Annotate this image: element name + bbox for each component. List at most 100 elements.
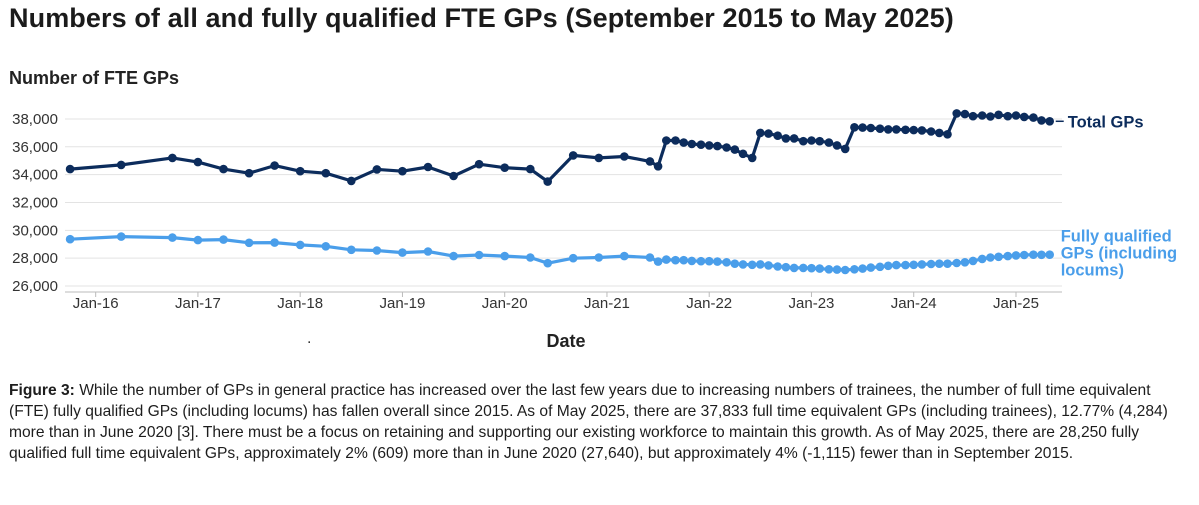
total-gps-point — [960, 109, 970, 119]
total-gps-point — [116, 160, 126, 170]
fully-qualified-gps-point — [892, 260, 901, 270]
fully-qualified-gps-point — [713, 257, 722, 266]
total-gps-point — [832, 141, 842, 150]
total-gps-point — [1029, 113, 1038, 122]
total-gps-point — [807, 136, 816, 145]
total-gps-point — [730, 145, 740, 154]
x-tick-label: Jan-17 — [175, 295, 221, 312]
total-gps-point — [764, 129, 773, 138]
total-gps-point — [1045, 117, 1054, 126]
fully-qualified-gps-point — [321, 242, 331, 251]
fully-qualified-gps-point — [917, 260, 927, 269]
fully-qualified-gps-point — [832, 265, 842, 274]
total-gps-point — [943, 130, 952, 139]
y-axis-label: Number of FTE GPs — [9, 68, 180, 88]
y-tick-label: 36,000 — [12, 139, 58, 156]
total-gps-point — [875, 124, 885, 133]
fully-qualified-gps-point — [883, 261, 893, 271]
fully-qualified-gps-point — [696, 256, 706, 266]
fully-qualified-gps-label: GPs (including — [1061, 245, 1177, 263]
fully-qualified-gps-point — [926, 259, 936, 269]
fully-qualified-gps-point — [500, 251, 510, 261]
fully-qualified-gps-point — [994, 252, 1003, 262]
y-tick-label: 38,000 — [12, 111, 58, 128]
x-tick-label: Jan-25 — [993, 295, 1039, 312]
total-gps-point — [824, 138, 834, 147]
figure-caption: Figure 3: While the number of GPs in gen… — [9, 380, 1194, 464]
fully-qualified-gps-point — [1029, 250, 1038, 259]
fully-qualified-gps-point — [116, 232, 126, 241]
fully-qualified-gps-point — [193, 235, 203, 245]
fully-qualified-gps-point — [474, 250, 484, 260]
total-gps-point — [901, 125, 910, 135]
fully-qualified-gps-point — [789, 263, 799, 273]
y-tick-labels: 26,000 28,000 30,000 32,000 34,000 36,000 38,0… — [12, 111, 58, 295]
total-gps-point — [526, 164, 535, 174]
fully-qualified-gps-point — [968, 256, 978, 266]
total-gps-point — [909, 125, 918, 135]
y-tick-label: 30,000 — [12, 222, 58, 239]
fully-qualified-gps-point — [756, 260, 765, 269]
total-gps-point — [917, 126, 927, 135]
total-gps-point — [398, 166, 407, 176]
fully-qualified-gps-point — [662, 255, 671, 264]
fully-qualified-gps-point — [935, 259, 944, 269]
total-gps-point — [850, 123, 859, 132]
total-gps-point — [986, 112, 995, 121]
total-gps-point — [543, 177, 552, 186]
total-gps-point — [662, 136, 671, 145]
fully-qualified-gps-point — [398, 248, 407, 257]
total-gps-point — [1037, 116, 1046, 125]
fully-qualified-gps-point — [840, 265, 850, 275]
fully-qualified-gps-point — [543, 258, 552, 268]
fully-qualified-gps-point — [850, 265, 859, 274]
total-gps-point — [671, 136, 680, 145]
fully-qualified-gps-point — [372, 246, 382, 255]
total-gps-point — [866, 123, 876, 133]
x-tick-label: Jan-24 — [891, 295, 937, 312]
fully-qualified-gps-point — [526, 253, 535, 262]
total-gps-point — [219, 164, 228, 174]
x-tick-label: Jan-22 — [686, 295, 732, 312]
fully-qualified-gps-point — [449, 251, 458, 261]
fully-qualified-gps-point — [952, 258, 961, 268]
total-gps-point — [500, 163, 510, 172]
total-gps-point — [321, 168, 331, 178]
fully-qualified-gps-point — [866, 263, 876, 272]
fully-qualified-gps-point — [671, 255, 680, 265]
total-gps-point — [722, 143, 731, 152]
fully-qualified-gps-point — [977, 254, 987, 264]
total-gps-point — [799, 136, 808, 146]
total-gps-point — [738, 149, 748, 159]
fully-qualified-gps-point — [1011, 251, 1021, 260]
fully-qualified-gps-point — [747, 260, 757, 270]
total-gps-point — [1003, 111, 1013, 121]
fully-qualified-gps-point — [168, 233, 177, 242]
fully-qualified-gps-point — [986, 253, 995, 262]
total-gps-point — [935, 128, 944, 138]
figure-label: Figure 3: — [9, 382, 75, 399]
fully-qualified-gps-point — [909, 260, 918, 270]
total-gps-point — [789, 134, 799, 143]
fully-qualified-gps-point — [1045, 250, 1054, 259]
total-gps-point — [474, 159, 484, 169]
caption-text: While the number of GPs in general pract… — [9, 382, 1168, 462]
total-gps-point — [594, 153, 604, 163]
total-gps-point — [347, 176, 356, 186]
total-gps-point — [295, 166, 305, 176]
total-gps-point — [65, 164, 75, 174]
total-gps-point — [977, 111, 987, 120]
fully-qualified-gps-point — [943, 259, 952, 269]
fully-qualified-gps-point — [960, 258, 970, 267]
total-gps-point — [449, 171, 458, 181]
x-tick-label: Jan-23 — [789, 295, 835, 312]
fully-qualified-gps-point — [1019, 250, 1029, 260]
fully-qualified-gps-point — [1037, 250, 1046, 260]
fully-qualified-gps-point — [730, 259, 740, 269]
x-tick-labels: Jan-16 Jan-17 Jan-18 Jan-19 Jan-20 Jan-21 Jan-… — [73, 295, 1039, 312]
total-gps-point — [696, 140, 706, 149]
fully-qualified-gps-point — [901, 260, 910, 270]
total-gps-point — [423, 162, 433, 172]
fully-qualified-gps-point — [824, 265, 834, 274]
